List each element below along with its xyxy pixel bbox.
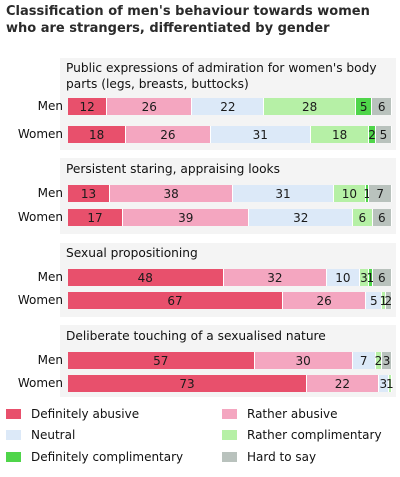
group-title-1-line-1: Public expressions of admiration for wom… — [66, 61, 377, 75]
bar-segment-hard-to-say: 6 — [372, 269, 392, 286]
group-title-1-line-2: parts (legs, breasts, buttocks) — [66, 77, 249, 91]
bar-segment-hard-to-say: 6 — [372, 209, 392, 226]
bar-segment-hard-to-say: 5 — [375, 126, 392, 143]
bar-segment-rather-complimentary: 1 — [386, 375, 394, 392]
bar-segment-neutral: 32 — [249, 209, 354, 226]
bar-segment-definitely-abusive: 13 — [68, 185, 111, 202]
legend-label: Rather abusive — [247, 407, 338, 421]
group-title-2-line-1: Persistent staring, appraising looks — [66, 162, 280, 176]
legend-swatch — [6, 430, 21, 440]
bar-segment-neutral: 5 — [366, 292, 383, 309]
row-label-men: Men — [37, 270, 63, 284]
stacked-bar-3-men: 48 32 10 3 1 6 — [68, 269, 392, 286]
bar-segment-rather-abusive: 22 — [306, 375, 379, 392]
legend-swatch — [6, 452, 21, 462]
bar-segment-rather-abusive: 26 — [107, 98, 193, 115]
bar-segment-definitely-complimentary: 2 — [368, 126, 376, 143]
row-label-men: Men — [37, 99, 63, 113]
bar-segment-rather-complimentary: 6 — [353, 209, 373, 226]
bar-segment-neutral: 31 — [210, 126, 311, 143]
bar-segment-neutral: 31 — [233, 185, 334, 202]
bar-segment-rather-abusive: 26 — [282, 292, 367, 309]
bar-segment-neutral: 3 — [378, 375, 389, 392]
row-label-women: Women — [17, 376, 63, 390]
stacked-bar-1-men: 12 26 22 28 5 6 — [68, 98, 392, 115]
legend-swatch — [222, 430, 237, 440]
stacked-bar-1-women: 18 26 31 18 2 5 — [68, 126, 392, 143]
legend-label: Definitely complimentary — [31, 450, 184, 464]
group-title-3-line-1: Sexual propositioning — [66, 246, 198, 260]
bar-segment-rather-abusive: 30 — [254, 352, 353, 369]
bar-segment-definitely-complimentary: 1 — [366, 269, 375, 286]
bar-segment-definitely-abusive: 48 — [68, 269, 224, 286]
stacked-bar-3-women: 67 26 5 1 2 — [68, 292, 392, 309]
legend-label: Rather complimentary — [247, 428, 382, 442]
legend-label: Neutral — [31, 428, 76, 442]
group-title-4-line-1: Deliberate touching of a sexualised natu… — [66, 329, 326, 343]
bar-segment-rather-abusive: 32 — [223, 269, 328, 286]
legend-item-definitely-complimentary: Definitely complimentary — [6, 450, 183, 464]
bar-segment-rather-complimentary: 18 — [311, 126, 370, 143]
bar-segment-hard-to-say: 2 — [384, 292, 393, 309]
bar-segment-rather-complimentary: 1 — [379, 292, 388, 309]
legend-label: Hard to say — [247, 450, 317, 464]
bar-segment-hard-to-say: 3 — [382, 352, 392, 369]
bar-segment-definitely-abusive: 17 — [68, 209, 124, 226]
chart-title: Classification of men's behaviour toward… — [6, 3, 396, 37]
legend-item-definitely-abusive: Definitely abusive — [6, 407, 139, 421]
stacked-bar-4-men: 57 30 7 2 3 — [68, 352, 392, 369]
legend: Definitely abusive Rather abusive Neutral R… — [6, 407, 396, 475]
legend-item-hard-to-say: Hard to say — [222, 450, 316, 464]
bar-segment-definitely-abusive: 12 — [68, 98, 108, 115]
bar-segment-definitely-abusive: 67 — [68, 292, 283, 309]
bar-segment-hard-to-say: 6 — [372, 98, 392, 115]
bar-segment-neutral: 10 — [327, 269, 360, 286]
bar-segment-rather-abusive: 39 — [123, 209, 250, 226]
stacked-bar-2-women: 17 39 32 6 6 — [68, 209, 392, 226]
bar-segment-definitely-abusive: 18 — [68, 126, 127, 143]
legend-swatch — [222, 409, 237, 419]
legend-item-neutral: Neutral — [6, 428, 75, 442]
bar-segment-rather-abusive: 38 — [110, 185, 234, 202]
bar-segment-neutral: 22 — [192, 98, 265, 115]
bar-segment-rather-complimentary: 10 — [333, 185, 367, 202]
stacked-bar-2-men: 13 38 31 10 1 7 — [68, 185, 392, 202]
row-label-women: Women — [17, 127, 63, 141]
row-label-women: Women — [17, 210, 63, 224]
stacked-bar-4-women: 73 22 3 1 — [68, 375, 394, 392]
bar-segment-definitely-abusive: 73 — [68, 375, 307, 392]
row-label-men: Men — [37, 353, 63, 367]
legend-swatch — [222, 452, 237, 462]
legend-swatch — [6, 409, 21, 419]
bar-segment-rather-complimentary: 2 — [374, 352, 383, 369]
chart-title-line-2: who are strangers, differentiated by gen… — [6, 21, 330, 36]
bar-segment-definitely-complimentary: 5 — [356, 98, 373, 115]
legend-item-rather-abusive: Rather abusive — [222, 407, 338, 421]
row-label-women: Women — [17, 293, 63, 307]
bar-segment-rather-complimentary: 28 — [264, 98, 356, 115]
bar-segment-definitely-complimentary: 1 — [363, 185, 372, 202]
bar-segment-neutral: 7 — [352, 352, 376, 369]
bar-segment-definitely-abusive: 57 — [68, 352, 255, 369]
chart-title-line-1: Classification of men's behaviour toward… — [6, 4, 370, 19]
bar-segment-rather-abusive: 26 — [126, 126, 211, 143]
row-label-men: Men — [37, 186, 63, 200]
legend-item-rather-complimentary: Rather complimentary — [222, 428, 382, 442]
bar-segment-rather-complimentary: 3 — [359, 269, 370, 286]
bar-segment-hard-to-say: 7 — [369, 185, 392, 202]
legend-label: Definitely abusive — [31, 407, 140, 421]
